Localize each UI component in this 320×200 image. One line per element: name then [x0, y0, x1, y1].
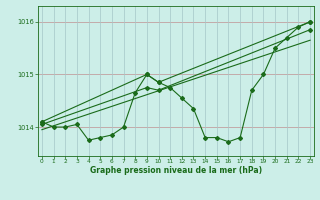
X-axis label: Graphe pression niveau de la mer (hPa): Graphe pression niveau de la mer (hPa) — [90, 166, 262, 175]
